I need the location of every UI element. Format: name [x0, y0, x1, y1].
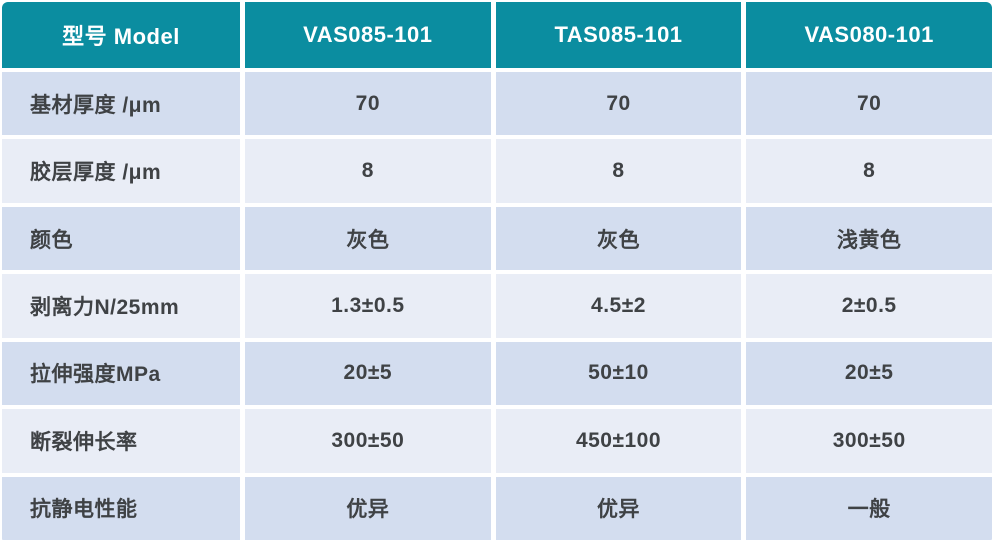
table-row-elongation: 断裂伸长率 300±50 450±100 300±50: [2, 409, 992, 473]
table-row-adhesive-thickness: 胶层厚度 /μm 8 8 8: [2, 139, 992, 203]
cell-value: 灰色: [495, 206, 742, 271]
cell-value: 300±50: [746, 409, 992, 473]
cell-value: 70: [746, 72, 992, 136]
cell-value: 一般: [746, 476, 992, 540]
cell-value: 灰色: [245, 206, 491, 271]
row-label: 抗静电性能: [2, 476, 240, 540]
cell-value: 优异: [495, 476, 742, 540]
cell-value: 优异: [245, 476, 491, 540]
table-row-substrate-thickness: 基材厚度 /μm 70 70 70: [2, 72, 992, 136]
cell-value: 8: [245, 139, 491, 203]
row-label: 拉伸强度MPa: [2, 341, 240, 406]
row-label: 颜色: [2, 206, 240, 271]
table-row-tensile-strength: 拉伸强度MPa 20±5 50±10 20±5: [2, 341, 992, 406]
cell-value: 70: [245, 72, 491, 136]
cell-value: 1.3±0.5: [245, 274, 491, 338]
cell-value: 20±5: [245, 341, 491, 406]
row-label: 基材厚度 /μm: [2, 72, 240, 136]
cell-value: 300±50: [245, 409, 491, 473]
cell-value: 20±5: [746, 341, 992, 406]
header-cell-vas080-101: VAS080-101: [746, 2, 992, 68]
row-label: 断裂伸长率: [2, 409, 240, 473]
table-row-peel-force: 剥离力N/25mm 1.3±0.5 4.5±2 2±0.5: [2, 274, 992, 338]
header-cell-tas085-101: TAS085-101: [495, 2, 742, 68]
table-row-antistatic: 抗静电性能 优异 优异 一般: [2, 476, 992, 540]
header-cell-model: 型号 Model: [2, 2, 240, 68]
table-row-color: 颜色 灰色 灰色 浅黄色: [2, 206, 992, 271]
row-label: 胶层厚度 /μm: [2, 139, 240, 203]
cell-value: 浅黄色: [746, 206, 992, 271]
cell-value: 8: [746, 139, 992, 203]
cell-value: 2±0.5: [746, 274, 992, 338]
header-row: 型号 Model VAS085-101 TAS085-101 VAS080-10…: [2, 2, 992, 68]
header-cell-vas085-101: VAS085-101: [245, 2, 491, 68]
cell-value: 450±100: [495, 409, 742, 473]
cell-value: 70: [495, 72, 742, 136]
cell-value: 4.5±2: [495, 274, 742, 338]
cell-value: 8: [495, 139, 742, 203]
row-label: 剥离力N/25mm: [2, 274, 240, 338]
cell-value: 50±10: [495, 341, 742, 406]
